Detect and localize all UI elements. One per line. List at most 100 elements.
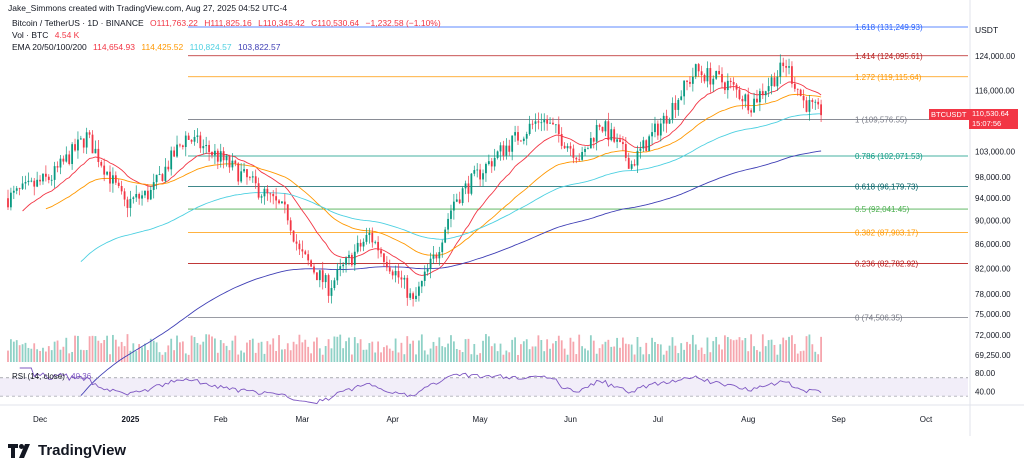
- volume-bar-250: [735, 339, 738, 362]
- volume-bar-213: [627, 344, 630, 362]
- volume-bar-33: [103, 340, 106, 362]
- volume-bar-242: [712, 341, 715, 362]
- axis-unit-label: USDT: [975, 25, 999, 35]
- candle-body-237: [697, 64, 700, 72]
- ohlc-high: H111,825.16: [204, 18, 252, 28]
- candle-body-76: [228, 156, 231, 168]
- candle-body-151: [447, 218, 449, 230]
- candle-body-177: [522, 138, 525, 142]
- candle-body-163: [482, 173, 484, 180]
- volume-bar-137: [406, 336, 409, 362]
- candle-body-19: [62, 158, 65, 162]
- candle-body-9: [33, 180, 36, 187]
- volume-legend[interactable]: Vol · BTC 4.54 K: [12, 30, 83, 40]
- volume-bar-265: [779, 344, 782, 362]
- volume-bar-233: [686, 341, 688, 362]
- volume-bar-20: [65, 337, 68, 362]
- candle-body-48: [146, 190, 149, 200]
- volume-bar-75: [225, 345, 228, 362]
- volume-bar-66: [199, 344, 202, 362]
- volume-bar-46: [141, 347, 143, 362]
- volume-bar-223: [656, 343, 659, 362]
- candle-body-186: [549, 122, 551, 124]
- candle-body-23: [74, 144, 76, 151]
- ohlc-close: C110,530.64: [311, 18, 360, 28]
- volume-bar-15: [50, 350, 53, 362]
- volume-bar-180: [531, 346, 534, 362]
- candle-body-114: [339, 266, 342, 270]
- candle-body-222: [654, 123, 656, 133]
- volume-bar-253: [744, 338, 747, 362]
- candle-body-167: [493, 157, 496, 167]
- volume-bar-260: [764, 346, 767, 362]
- volume-bar-192: [566, 354, 569, 362]
- price-tag-value: 110,530.64 15:07:56: [969, 109, 1018, 129]
- candle-body-254: [747, 94, 750, 111]
- volume-bar-207: [610, 346, 613, 362]
- volume-bar-179: [528, 349, 531, 362]
- candle-body-101: [301, 249, 304, 252]
- candle-body-88: [263, 188, 266, 197]
- candle-body-162: [479, 169, 482, 180]
- volume-bar-12: [42, 347, 44, 362]
- price-tag-symbol: BTCUSDT: [929, 109, 969, 120]
- volume-bar-228: [671, 337, 674, 362]
- candle-body-205: [604, 121, 607, 132]
- fib-label-8: 0.236 (82,782.92): [855, 259, 918, 268]
- volume-bar-234: [689, 344, 691, 362]
- rsi-legend[interactable]: RSI (14, close) 40.36: [12, 372, 95, 381]
- candle-body-220: [648, 136, 651, 152]
- chart-canvas[interactable]: 80.00 40.00 124,000.00 116,000.00 103,000.0…: [0, 0, 1024, 436]
- volume-bar-91: [272, 338, 275, 362]
- candle-body-154: [455, 199, 458, 202]
- volume-bar-117: [348, 337, 350, 362]
- symbol-line: Bitcoin / TetherUS · 1D · BINANCE: [12, 18, 144, 28]
- candle-body-258: [758, 91, 761, 103]
- candle-body-31: [97, 148, 100, 162]
- tradingview-logo[interactable]: TradingView: [8, 442, 126, 459]
- volume-bar-0: [7, 350, 9, 362]
- candle-body-245: [721, 74, 723, 83]
- volume-bar-18: [59, 349, 62, 362]
- candle-body-274: [805, 100, 808, 112]
- candle-body-44: [135, 193, 138, 198]
- candle-body-83: [248, 177, 251, 179]
- candle-body-66: [199, 135, 202, 149]
- volume-bar-103: [307, 346, 310, 362]
- candle-body-57: [173, 150, 176, 157]
- candle-body-68: [205, 144, 208, 147]
- candle-body-123: [365, 234, 368, 242]
- volume-bar-45: [138, 344, 141, 362]
- volume-bar-184: [543, 351, 546, 362]
- volume-bar-279: [820, 336, 822, 362]
- ema-legend[interactable]: EMA 20/50/100/200 114,654.93 114,425.52 …: [12, 42, 284, 52]
- volume-bar-240: [706, 337, 709, 362]
- price-tick-7: 82,000.00: [975, 264, 1011, 273]
- volume-bar-163: [482, 340, 484, 362]
- candle-body-52: [158, 174, 161, 175]
- candle-body-89: [266, 188, 269, 194]
- candle-body-27: [85, 132, 88, 148]
- volume-bar-263: [773, 344, 776, 362]
- candle-body-225: [662, 115, 665, 124]
- symbol-legend[interactable]: Bitcoin / TetherUS · 1D · BINANCE O111,7…: [12, 18, 445, 28]
- candle-body-14: [47, 176, 50, 180]
- candle-body-108: [321, 270, 324, 283]
- candle-body-72: [216, 150, 219, 162]
- volume-bar-81: [243, 352, 245, 362]
- candle-body-221: [651, 132, 653, 137]
- volume-bar-153: [452, 341, 455, 362]
- candle-body-35: [109, 171, 111, 184]
- candle-body-86: [257, 183, 260, 198]
- volume-bar-8: [30, 348, 33, 362]
- candle-body-180: [531, 123, 534, 125]
- candle-body-71: [214, 150, 216, 156]
- candle-body-47: [144, 190, 146, 196]
- candle-body-104: [310, 260, 312, 267]
- candle-body-81: [243, 169, 245, 172]
- volume-bar-226: [665, 350, 668, 362]
- volume-bar-171: [505, 350, 508, 362]
- volume-bar-197: [581, 346, 584, 362]
- volume-bar-11: [39, 350, 41, 362]
- volume-bar-277: [814, 351, 817, 362]
